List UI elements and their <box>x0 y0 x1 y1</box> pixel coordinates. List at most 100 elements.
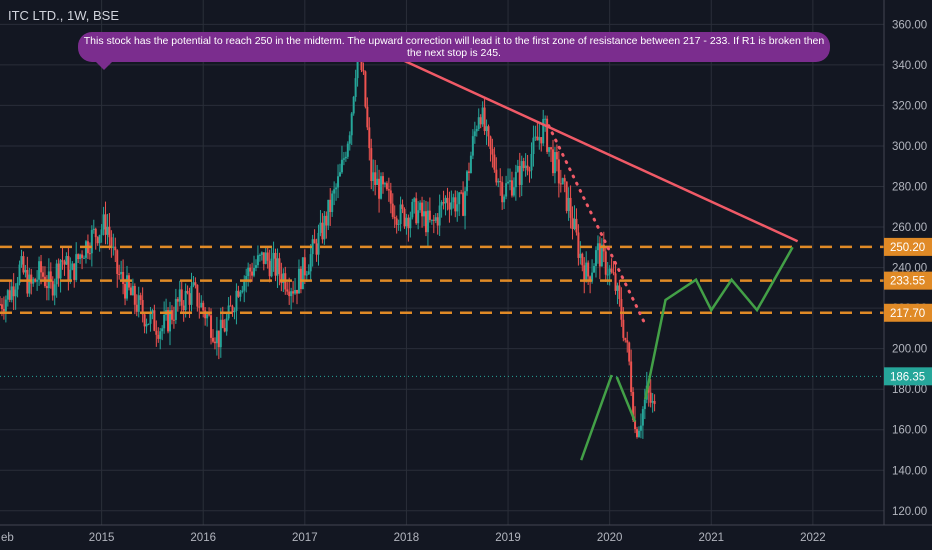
candle-body <box>387 189 390 191</box>
candle-body <box>139 295 142 301</box>
candle-body <box>628 342 631 362</box>
y-axis[interactable]: 120.00140.00160.00180.00200.00220.00240.… <box>883 0 932 550</box>
candle-body <box>247 267 250 277</box>
candle-body <box>393 216 396 219</box>
candle-body <box>501 182 504 203</box>
candle-body <box>479 117 482 125</box>
candle-body <box>120 271 123 275</box>
candle-body <box>57 263 60 279</box>
candle-body <box>124 284 127 299</box>
candle-body <box>305 274 308 276</box>
candle-body <box>608 268 611 275</box>
candle-body <box>507 181 510 184</box>
candle-body <box>235 290 238 311</box>
candle-body <box>403 208 406 227</box>
y-tick-label: 340.00 <box>892 60 927 72</box>
candle-body <box>555 152 558 160</box>
candle-body <box>307 271 310 275</box>
candle-body <box>366 106 369 128</box>
annotation-callout[interactable]: This stock has the potential to reach 25… <box>78 32 830 70</box>
candle-body <box>499 181 502 183</box>
candle-body <box>600 244 603 267</box>
y-tick-label: 180.00 <box>892 384 927 396</box>
candle-body <box>466 171 469 192</box>
candle-body <box>40 261 43 273</box>
candle-body <box>135 304 138 312</box>
current-price-tag <box>884 367 932 386</box>
candle-body <box>540 137 543 144</box>
candle-body <box>516 165 519 172</box>
candle-body <box>90 230 93 254</box>
candle-body <box>45 285 48 289</box>
candle-body <box>581 253 584 266</box>
candle-body <box>604 251 607 275</box>
candle-body <box>553 152 556 174</box>
candle-body <box>155 330 158 335</box>
candle-body <box>264 252 267 264</box>
x-axis[interactable]: 2015 2016 2017 2018 2019 2020 2021 2022 eb <box>0 524 932 550</box>
candle-body <box>444 197 447 204</box>
candle-body <box>419 202 422 211</box>
candle-body <box>649 392 652 403</box>
candle-body <box>10 286 13 300</box>
candle-body <box>346 143 349 157</box>
candle-body <box>641 409 644 426</box>
horizontal-levels <box>0 245 884 377</box>
candle-body <box>385 183 388 190</box>
candle-body <box>614 273 617 291</box>
x-tick-label: 2016 <box>190 532 216 544</box>
candle-body <box>446 197 449 203</box>
candle-body <box>288 291 291 297</box>
candle-body <box>344 156 347 159</box>
grid-lines <box>0 0 884 525</box>
candle-body <box>442 202 445 204</box>
candle-body <box>524 165 527 169</box>
symbol-title[interactable]: ITC LTD., 1W, BSE <box>8 8 120 23</box>
candle-body <box>636 429 639 437</box>
candle-body <box>14 289 17 297</box>
candle-body <box>182 305 185 311</box>
y-tick-label: 280.00 <box>892 181 927 193</box>
candle-body <box>454 197 457 212</box>
candle-body <box>550 147 553 150</box>
candle-body <box>83 257 86 259</box>
candle-body <box>73 263 76 281</box>
candle-body <box>210 315 213 338</box>
candle-body <box>417 210 420 224</box>
candle-body <box>639 425 642 431</box>
candle-body <box>389 190 392 204</box>
candle-body <box>270 258 273 277</box>
candle-body <box>219 319 222 348</box>
candle-body <box>98 235 101 244</box>
candle-body <box>24 269 27 273</box>
candle-body <box>79 254 82 260</box>
candle-body <box>606 274 609 276</box>
candle-body <box>290 291 293 297</box>
candle-body <box>65 256 68 265</box>
candle-body <box>413 198 416 202</box>
candle-body <box>548 147 551 152</box>
candle-body <box>528 170 531 172</box>
candle-body <box>563 178 566 182</box>
candle-body <box>624 337 627 341</box>
candle-body <box>36 279 39 282</box>
y-tick-label: 140.00 <box>892 465 927 477</box>
x-tick-label: 2021 <box>698 532 724 544</box>
candle-body <box>423 211 426 217</box>
candle-body <box>239 292 242 297</box>
candle-body <box>546 118 549 152</box>
candle-body <box>206 314 209 319</box>
x-tick-label: 2020 <box>597 532 623 544</box>
candle-body <box>632 392 635 420</box>
candle-body <box>630 361 633 393</box>
candle-body <box>225 318 228 332</box>
candle-body <box>303 257 306 276</box>
candle-body <box>381 176 384 185</box>
candle-body <box>12 286 15 297</box>
candle-body <box>532 137 535 155</box>
candle-body <box>20 256 23 265</box>
candle-body <box>352 96 355 114</box>
candle-body <box>610 268 613 273</box>
candle-body <box>436 217 439 226</box>
